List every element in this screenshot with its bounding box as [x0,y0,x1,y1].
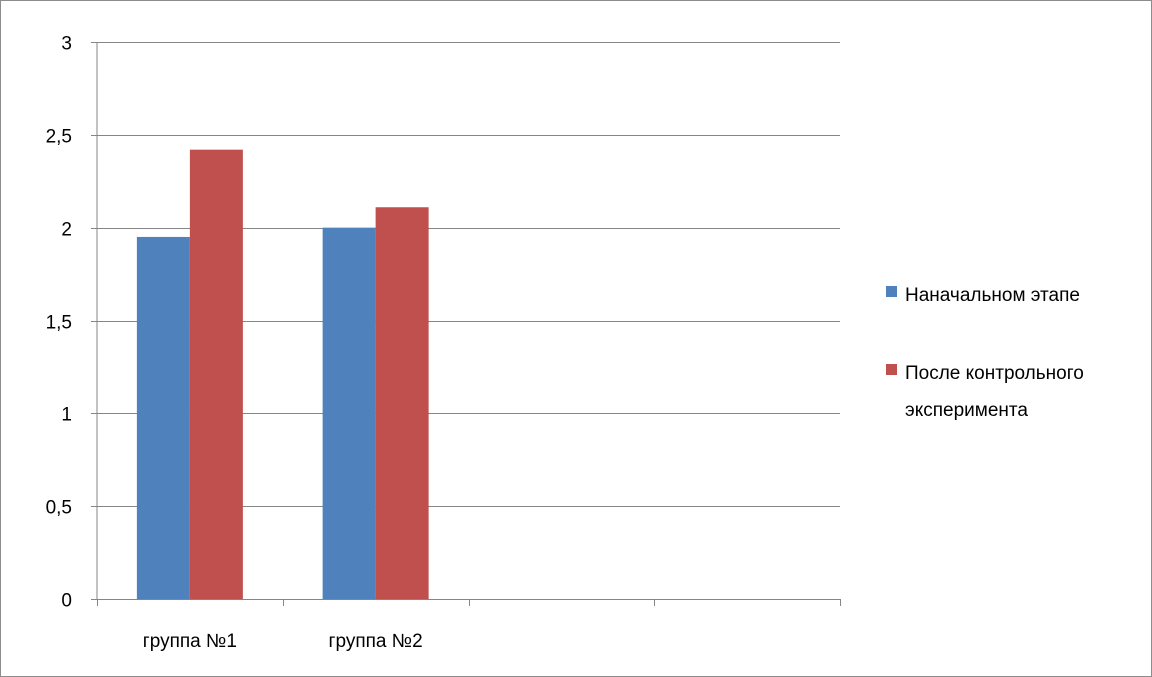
legend: Наначальном этапе После контрольного экспе… [886,285,1084,421]
y-tick-label: 0 [61,591,72,612]
x-category-label: группа №2 [329,631,423,652]
bar [322,227,376,599]
bars [136,149,429,600]
x-axis [96,42,841,606]
bar [136,236,190,599]
bar [189,149,243,600]
x-axis-labels: группа №1 группа №2 [143,631,423,652]
y-tick-label: 1,5 [46,313,72,334]
legend-swatch [886,286,897,297]
legend-label: эксперимента [905,400,1028,421]
y-tick-label: 1 [61,405,72,426]
x-category-label: группа №1 [143,631,237,652]
y-axis-ticks: 0 0,5 1 1,5 2 2,5 3 [46,34,97,612]
legend-label: После контрольного [905,363,1084,384]
y-tick-label: 0,5 [46,498,72,519]
bar [375,207,429,599]
y-tick-label: 2 [61,220,72,241]
legend-label: Наначальном этапе [905,285,1080,306]
y-tick-label: 3 [61,34,72,55]
legend-swatch [886,364,897,375]
y-tick-label: 2,5 [46,127,72,148]
